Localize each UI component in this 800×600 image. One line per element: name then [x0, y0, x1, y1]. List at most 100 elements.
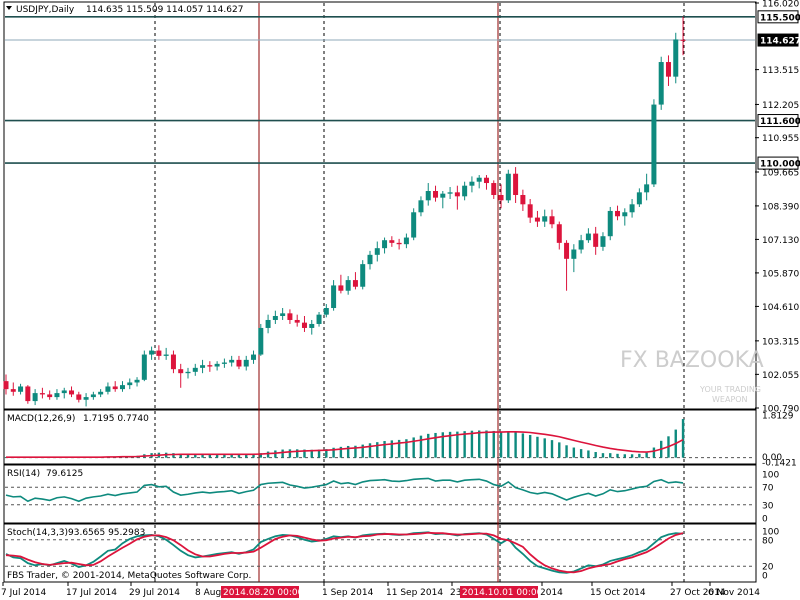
price-tick-label: 116.020 [762, 0, 799, 10]
symbol-label: USDJPY,Daily [16, 5, 75, 15]
candle-body [207, 365, 213, 367]
candle-body [469, 181, 475, 186]
candle-body [69, 390, 75, 395]
stoch-d-line [5, 531, 684, 574]
candle-body [200, 365, 206, 368]
candle-body [127, 382, 133, 386]
time-tick-label: 27 Oct 2014 [670, 588, 726, 598]
price-tick-label: 107.130 [762, 236, 799, 246]
ohlc-values: 114.635 115.509 114.057 114.627 [86, 5, 243, 15]
level-label: 111.600 [760, 117, 800, 127]
candle-body [433, 191, 439, 198]
candle-body [498, 194, 504, 201]
candle-body [185, 371, 191, 374]
level-label: 110.000 [760, 160, 800, 170]
highlight-date-box [460, 586, 538, 598]
stoch-tick-label: 0 [762, 572, 768, 582]
candle-body [10, 389, 16, 392]
candle-body [54, 393, 60, 398]
candle-body [25, 386, 31, 402]
stoch-tick-label: 100 [762, 528, 779, 538]
time-tick-label: 7 Jul 2014 [1, 588, 46, 598]
time-tick-label: 29 Jul 2014 [129, 588, 180, 598]
candle-body [600, 236, 606, 247]
macd-bar [441, 432, 444, 458]
macd-bar [405, 439, 408, 458]
candle-body [520, 194, 526, 205]
candle-body [331, 285, 337, 309]
macd-bar [536, 436, 539, 458]
price-tick-label: 112.205 [762, 101, 799, 111]
rsi-tick-label: 0 [762, 515, 768, 525]
candle-body [352, 280, 358, 287]
macd-bar [572, 447, 576, 458]
candle-body [156, 350, 162, 356]
symbol-dropdown-icon[interactable] [6, 6, 12, 10]
candle-body [90, 394, 96, 398]
current-price-label: 114.627 [760, 37, 800, 47]
macd-bar [172, 453, 175, 458]
macd-bar [470, 430, 474, 458]
candle-body [396, 242, 402, 245]
watermark-tagline-2: WEAPON [712, 395, 748, 404]
watermark-tagline-1: YOUR TRADING [699, 385, 761, 394]
highlight-date-label: 2014.10.01 00:00 [462, 588, 543, 598]
macd-bar [223, 454, 226, 458]
macd-bar [521, 433, 525, 458]
candle-body [382, 240, 388, 249]
price-tick-label: 102.055 [762, 371, 799, 381]
price-tick-label: 113.515 [762, 66, 799, 76]
macd-tick-label: -0.1421 [762, 458, 797, 468]
candle-body [39, 393, 45, 395]
macd-bar [245, 454, 248, 458]
level-label-box [757, 114, 799, 128]
time-tick-label: 11 Sep 2014 [386, 588, 443, 598]
candle-body [32, 393, 38, 402]
candle-body [585, 233, 591, 241]
macd-bar [492, 430, 495, 458]
candle-body [367, 254, 373, 265]
macd-bar [390, 440, 394, 458]
price-tick-label: 109.665 [762, 168, 799, 178]
price-tick-label: 110.955 [762, 134, 799, 144]
macd-bar [194, 454, 197, 458]
macd-bar [376, 442, 379, 458]
candle-body [178, 369, 184, 374]
macd-bar [186, 454, 190, 458]
macd-bar [630, 454, 634, 458]
candle-body [440, 193, 446, 198]
rsi-panel[interactable] [3, 464, 757, 524]
candle-body [47, 394, 53, 398]
candle-body [119, 385, 125, 390]
candle-body [534, 217, 540, 222]
candle-body [418, 200, 424, 213]
macd-bar [565, 445, 568, 458]
stoch-values: 93.6565 95.2983 [68, 528, 145, 538]
macd-bar [296, 449, 299, 458]
price-tick-label: 104.610 [762, 303, 799, 313]
stoch-tick-label: 80 [762, 536, 774, 546]
candle-body [673, 39, 679, 77]
candle-body [571, 249, 577, 259]
candle-body [134, 379, 140, 383]
candle-body [374, 248, 380, 255]
macd-bar [215, 454, 219, 458]
candle-body [483, 177, 489, 184]
candle-body [491, 183, 497, 195]
macd-bar [412, 437, 415, 458]
candle-body [505, 173, 511, 201]
macd-bar [652, 447, 656, 458]
macd-bar [397, 439, 401, 458]
time-tick-label: 8 Aug [195, 588, 221, 598]
candle-body [447, 192, 453, 194]
stoch-panel[interactable] [3, 523, 757, 583]
candle-body [141, 354, 147, 380]
macd-panel[interactable] [3, 409, 757, 465]
macd-bar [434, 432, 437, 458]
candle-body [622, 212, 628, 217]
macd-bar [317, 449, 321, 458]
macd-bar [274, 450, 277, 458]
macd-bar [543, 438, 546, 458]
candle-body [170, 354, 176, 370]
candle-body [18, 386, 24, 392]
